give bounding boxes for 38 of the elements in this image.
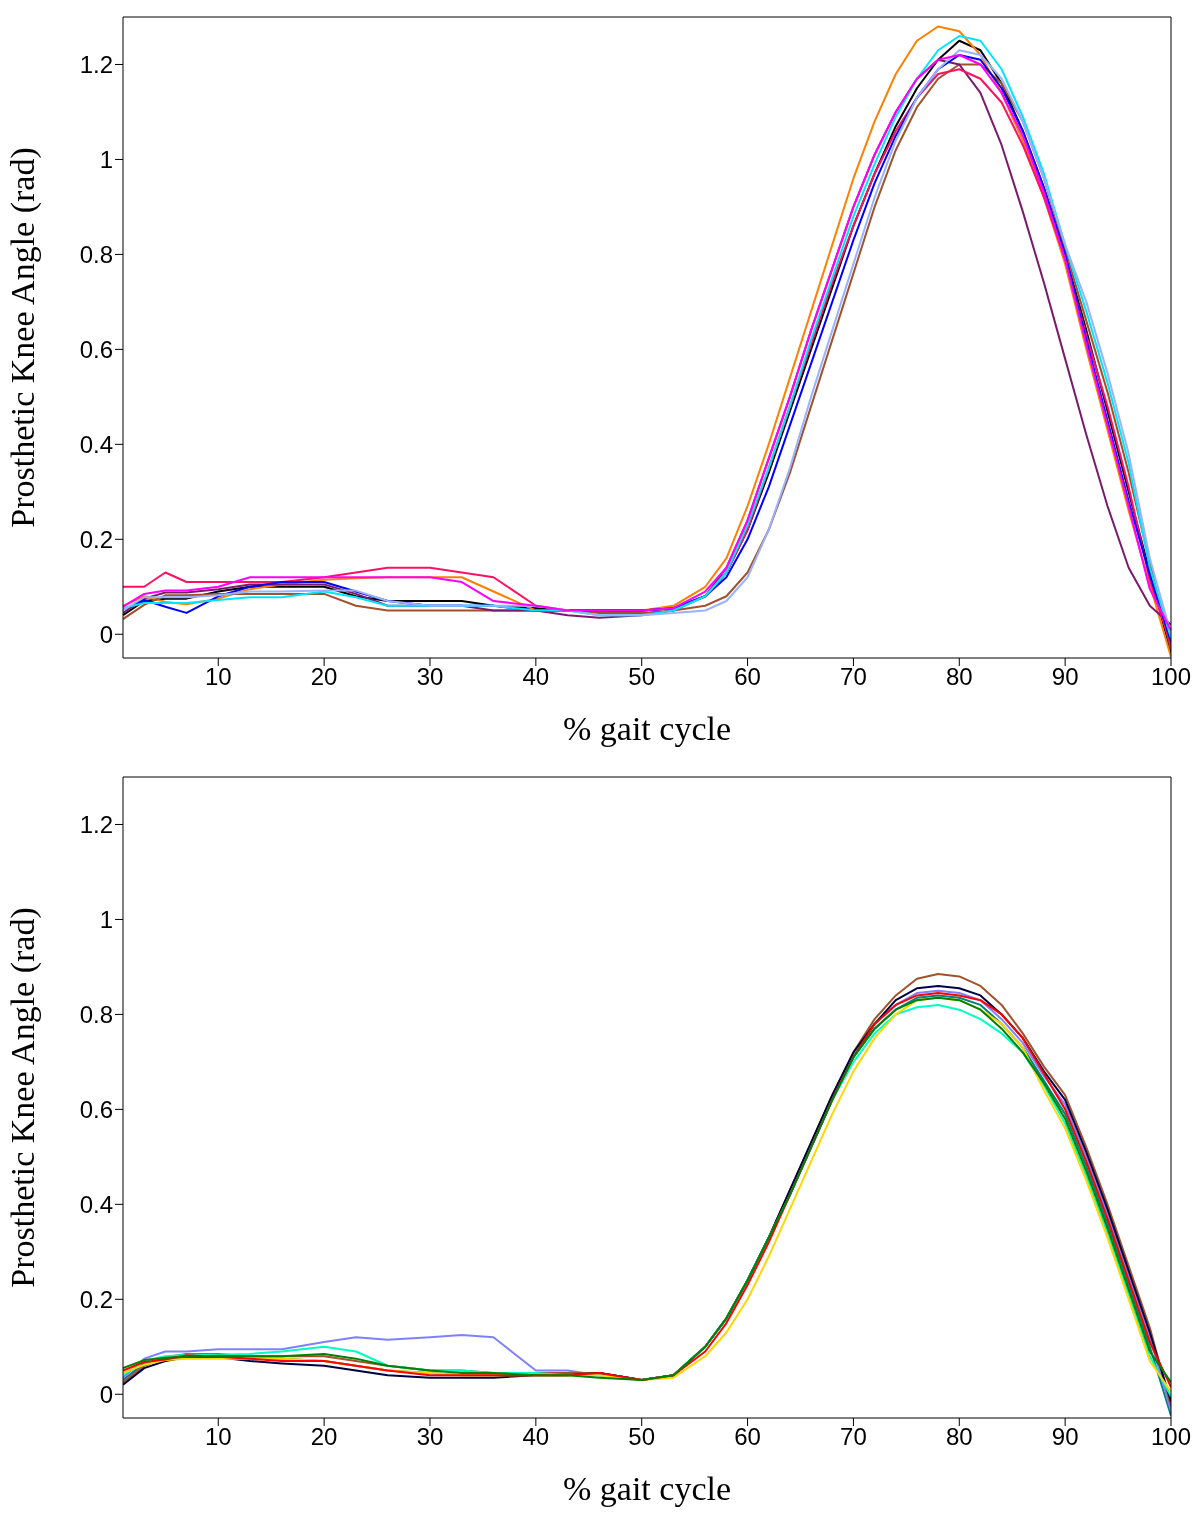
x-tick-label: 100: [1150, 1423, 1192, 1451]
x-tick-label: 90: [1051, 1423, 1079, 1451]
x-axis-title: % gait cycle: [562, 1470, 732, 1507]
y-tick-label: 0.8: [79, 1000, 113, 1028]
y-tick-label: 0.2: [79, 1285, 113, 1313]
x-tick-label: 30: [416, 663, 444, 691]
x-tick-label: 90: [1051, 663, 1079, 691]
y-tick-label: 1: [99, 145, 113, 173]
x-tick-label: 70: [840, 663, 867, 691]
y-tick-label: 0.4: [79, 430, 113, 458]
x-tick-label: 60: [734, 1423, 761, 1451]
y-tick-label: 0.6: [79, 335, 113, 363]
x-tick-label: 20: [310, 1423, 338, 1451]
y-axis-title: Prosthetic Knee Angle (rad): [4, 907, 43, 1288]
x-tick-label: 80: [945, 1423, 973, 1451]
x-tick-label: 60: [734, 663, 761, 691]
x-tick-label: 100: [1150, 663, 1192, 691]
x-tick-label: 40: [522, 1423, 550, 1451]
x-tick-label: 40: [522, 663, 550, 691]
x-tick-label: 50: [628, 663, 656, 691]
y-tick-label: 0.4: [79, 1190, 113, 1218]
x-axis-title: % gait cycle: [562, 710, 732, 747]
x-tick-label: 50: [628, 1423, 656, 1451]
x-tick-label: 80: [945, 663, 973, 691]
y-tick-label: 0: [99, 620, 113, 648]
y-tick-label: 0.2: [79, 525, 113, 553]
x-tick-label: 70: [840, 1423, 867, 1451]
y-tick-label: 0: [99, 1380, 113, 1408]
y-tick-label: 1.2: [79, 51, 113, 78]
y-tick-label: 0.8: [79, 240, 113, 268]
x-tick-label: 10: [204, 663, 232, 691]
y-tick-label: 0.6: [79, 1095, 113, 1123]
y-tick-label: 1: [99, 905, 113, 933]
x-tick-label: 20: [310, 663, 338, 691]
x-tick-label: 10: [204, 1423, 232, 1451]
y-axis-title: Prosthetic Knee Angle (rad): [4, 147, 43, 528]
x-tick-label: 30: [416, 1423, 444, 1451]
y-tick-label: 1.2: [79, 811, 113, 838]
